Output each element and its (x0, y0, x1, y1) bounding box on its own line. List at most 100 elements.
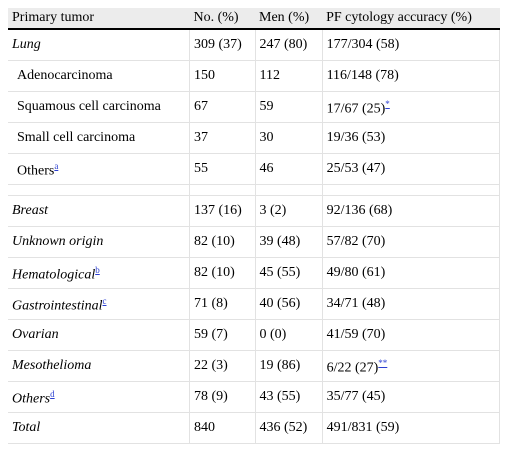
table-cell: 22 (3) (188, 350, 255, 382)
cell-text: 59 (259, 99, 274, 114)
table-row: Mesothelioma 22 (3) 19 (86) 6/22 (27)** (8, 350, 501, 382)
header-cell: No. (%) (189, 8, 255, 30)
cell-text: Squamous cell carcinoma (17, 99, 161, 114)
footnote-link[interactable]: b (95, 264, 100, 275)
table-cell: 46 (254, 153, 323, 185)
table-row: Ovarian 59 (7) 0 (0) 41/59 (70) (8, 319, 501, 351)
table-cell: 247 (80) (254, 29, 323, 61)
table-cell: 40 (56) (254, 288, 323, 320)
cell-text: Lung (12, 37, 41, 52)
table-cell: Ovarian (8, 319, 190, 351)
table-row: Squamous cell carcinoma 67 59 17/67 (25)* (8, 91, 501, 123)
cell-text: 35/77 (45) (326, 389, 386, 404)
cell-text: 59 (7) (193, 327, 228, 342)
spacer-cell (321, 184, 501, 196)
table-cell: 116/148 (78) (321, 60, 501, 92)
cell-text: Hematological (12, 267, 96, 283)
table-cell: 0 (0) (254, 319, 323, 351)
cell-text: 78 (9) (193, 389, 228, 404)
table-body: Lung 309 (37) 247 (80) 177/304 (58) Adenocar… (8, 29, 501, 444)
spacer-cell (8, 184, 190, 196)
cell-text: Breast (12, 203, 49, 218)
table-cell: Gastrointestinalc (8, 288, 190, 320)
cell-text: 67 (193, 99, 208, 114)
table-cell: Lung (8, 29, 190, 61)
table-cell: 436 (52) (254, 412, 323, 444)
table-row: Lung 309 (37) 247 (80) 177/304 (58) (8, 29, 501, 61)
cell-text: Mesothelioma (12, 358, 92, 373)
footnote-ref: a (54, 159, 58, 172)
table-cell: 57/82 (70) (321, 226, 501, 258)
cell-text: 25/53 (47) (326, 161, 386, 176)
table-cell: Hematologicalb (8, 257, 190, 289)
cell-text: Others (17, 163, 55, 179)
cell-text: 49/80 (61) (326, 265, 386, 280)
cell-text: 19 (86) (259, 358, 301, 373)
cell-text: 30 (259, 130, 274, 145)
table-cell: 49/80 (61) (321, 257, 501, 289)
cell-text: 177/304 (58) (326, 37, 400, 52)
table-cell: 17/67 (25)* (321, 91, 501, 123)
table-cell: 3 (2) (254, 195, 323, 227)
cell-text: 0 (0) (259, 327, 287, 342)
cell-text: 137 (16) (193, 203, 242, 218)
footnote-link[interactable]: c (102, 295, 107, 306)
cell-text: 92/136 (68) (326, 203, 393, 218)
cell-text: 82 (10) (193, 265, 235, 280)
spacer-row (8, 184, 501, 196)
table-cell: Total (8, 412, 190, 444)
footnote-ref: ** (378, 356, 387, 369)
table-cell: 34/71 (48) (321, 288, 501, 320)
table-row: Breast 137 (16) 3 (2) 92/136 (68) (8, 195, 501, 227)
cell-text: 40 (56) (259, 296, 301, 311)
table-cell: 25/53 (47) (321, 153, 501, 185)
cell-text: 46 (259, 161, 274, 176)
header-cell: Primary tumor (8, 8, 190, 30)
spacer-cell (188, 184, 255, 196)
table-cell: 150 (188, 60, 255, 92)
footnote-link[interactable]: ** (378, 357, 388, 368)
table-cell: 37 (188, 122, 255, 154)
cell-text: 43 (55) (259, 389, 301, 404)
table-cell: 840 (188, 412, 255, 444)
table-cell: 82 (10) (188, 226, 255, 258)
table-cell: 491/831 (59) (321, 412, 501, 444)
table-row: Unknown origin 82 (10) 39 (48) 57/82 (70) (8, 226, 501, 258)
cell-text: 112 (259, 68, 280, 83)
cell-text: 39 (48) (259, 234, 301, 249)
table-cell: Breast (8, 195, 190, 227)
table-cell: Adenocarcinoma (8, 60, 190, 92)
data-table: Primary tumor No. (%) Men (%) PF cytology a… (8, 8, 501, 444)
cell-text: 309 (37) (193, 37, 242, 52)
table-cell: Small cell carcinoma (8, 122, 190, 154)
footnote-ref: * (385, 97, 390, 110)
table-cell: 177/304 (58) (321, 29, 501, 61)
table-cell: 41/59 (70) (321, 319, 501, 351)
footnote-link[interactable]: d (50, 388, 55, 399)
table-cell: 35/77 (45) (321, 381, 501, 413)
cell-text: 150 (193, 68, 215, 83)
spacer-cell (254, 184, 323, 196)
cell-text: Ovarian (12, 327, 59, 342)
footnote-link[interactable]: a (54, 160, 59, 171)
cell-text: 17/67 (25) (326, 101, 386, 117)
cell-text: 6/22 (27) (326, 360, 379, 376)
table-cell: 67 (188, 91, 255, 123)
table-cell: 45 (55) (254, 257, 323, 289)
table-cell: 82 (10) (188, 257, 255, 289)
cell-text: 491/831 (59) (326, 420, 400, 435)
footnote-ref: d (50, 387, 55, 400)
cell-text: 436 (52) (259, 420, 308, 435)
cell-text: 37 (193, 130, 208, 145)
table-cell: 6/22 (27)** (321, 350, 501, 382)
table-cell: Squamous cell carcinoma (8, 91, 190, 123)
table-cell: 59 (7) (188, 319, 255, 351)
footnote-ref: c (103, 294, 107, 307)
table-cell: 55 (188, 153, 255, 185)
table-cell: Unknown origin (8, 226, 190, 258)
footnote-link[interactable]: * (385, 98, 390, 109)
table-cell: 59 (254, 91, 323, 123)
table-cell: 43 (55) (254, 381, 323, 413)
table-row: Hematologicalb 82 (10) 45 (55) 49/80 (61) (8, 257, 501, 289)
